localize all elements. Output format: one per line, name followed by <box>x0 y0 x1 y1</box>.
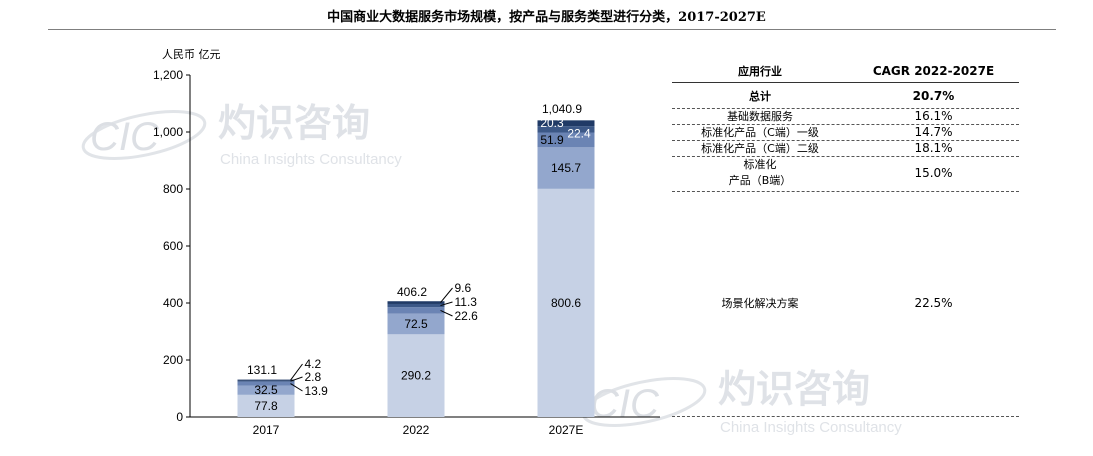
total-label: 131.1 <box>247 363 277 377</box>
bar-segment <box>387 307 445 314</box>
table-divider <box>672 140 1019 141</box>
x-tick-label: 2022 <box>403 423 430 437</box>
table-row-label: 基础数据服务 <box>727 110 793 123</box>
table-header-rule <box>672 82 1019 83</box>
data-label: 77.8 <box>254 399 278 413</box>
bar-segment <box>237 381 295 386</box>
table-row-label: 场景化解决方案 <box>721 297 799 310</box>
table-row-label: 标准化产品（C端）一级 <box>701 126 819 139</box>
table-row-value: 20.7% <box>912 89 955 103</box>
y-tick-label: 1,000 <box>153 125 183 139</box>
watermark-top-logo-text: CIC <box>90 115 160 159</box>
total-label: 406.2 <box>397 285 427 299</box>
watermark-top-en: China Insights Consultancy <box>220 151 402 168</box>
table-row: 标准化产品（C端）一级 14.7% <box>672 124 1019 140</box>
table-row-label: 标准化 产品（B端） <box>672 157 848 189</box>
bar-segment <box>537 147 595 189</box>
bar-segment <box>537 120 595 127</box>
watermark-top: CIC 灼识咨询 China Insights Consultancy <box>78 98 423 173</box>
data-label: 22.6 <box>455 309 479 323</box>
table-row-value: 15.0% <box>914 166 953 180</box>
table-row: 标准化 产品（B端） 15.0% <box>672 156 1019 190</box>
watermark-bottom-cn: 灼识咨询 <box>718 369 870 411</box>
x-tick-label: 2017 <box>253 423 280 437</box>
watermark-bottom-en: China Insights Consultancy <box>720 419 902 436</box>
bar-segment <box>237 380 295 382</box>
data-label: 2.8 <box>305 370 322 384</box>
y-tick-label: 200 <box>163 353 183 367</box>
table-header-row: 应用行业 CAGR 2022-2027E <box>672 60 1019 82</box>
bar-segment <box>537 132 595 148</box>
bar-segment <box>237 379 295 381</box>
watermark-top-logo: CIC 灼识咨询 China Insights Consultancy <box>81 103 402 168</box>
table-row-label-line1: 标准化 <box>743 158 777 171</box>
table-header-industry: 应用行业 <box>738 65 782 78</box>
data-label: 72.5 <box>404 317 428 331</box>
data-label: 32.5 <box>254 383 278 397</box>
leader-line <box>290 376 303 382</box>
data-label: 51.9 <box>540 133 564 147</box>
data-label: 20.3 <box>540 116 564 130</box>
y-tick-label: 1,200 <box>153 68 183 82</box>
table-divider <box>672 124 1019 125</box>
leader-line <box>440 287 453 303</box>
bar-segment <box>237 385 295 395</box>
bar-segment <box>387 313 445 335</box>
leader-line <box>440 309 453 317</box>
table-header-cagr: CAGR 2022-2027E <box>872 64 995 78</box>
table-row-value: 14.7% <box>914 125 953 139</box>
x-tick-label: 2027E <box>549 423 584 437</box>
bar-segment <box>237 394 295 417</box>
data-label: 800.6 <box>551 296 581 310</box>
data-label: 13.9 <box>305 384 329 398</box>
table-row-value: 16.1% <box>914 109 953 123</box>
table-divider <box>672 108 1019 109</box>
data-label: 9.6 <box>455 281 472 295</box>
data-label: 11.3 <box>455 295 478 309</box>
cagr-table: 应用行业 CAGR 2022-2027E 总计 20.7% 基础数据服务 16.… <box>672 60 1019 420</box>
chart-title: 中国商业大数据服务市场规模，按产品与服务类型进行分类，2017-2027E <box>327 10 766 25</box>
watermark-top-cn: 灼识咨询 <box>218 103 370 145</box>
y-tick-label: 600 <box>163 239 183 253</box>
unit-label: 人民币 亿元 <box>162 48 221 61</box>
table-row-label-line2: 产品（B端） <box>728 174 792 187</box>
y-tick-label: 800 <box>163 182 183 196</box>
title-divider <box>48 29 1056 30</box>
table-row-value: 18.1% <box>914 141 953 155</box>
bar-segment <box>387 334 445 417</box>
table-row-label: 标准化产品（C端）二级 <box>701 142 819 155</box>
total-label: 1,040.9 <box>542 102 582 116</box>
table-row: 场景化解决方案 22.5% <box>672 293 1019 313</box>
leader-line <box>440 301 453 307</box>
watermark-bottom-logo-text: CIC <box>590 382 660 426</box>
data-label: 22.4 <box>567 126 591 140</box>
table-row: 基础数据服务 16.1% <box>672 108 1019 124</box>
table-row: 标准化产品（C端）二级 18.1% <box>672 140 1019 156</box>
table-divider <box>672 156 1019 157</box>
leader-line <box>290 363 303 381</box>
y-tick-label: 0 <box>176 410 183 424</box>
table-row-total: 总计 20.7% <box>672 86 1019 106</box>
data-label: 4.2 <box>305 357 322 371</box>
data-label: 290.2 <box>401 369 431 383</box>
bar-segment <box>387 303 445 308</box>
table-divider <box>672 191 1019 192</box>
table-divider <box>672 416 1019 417</box>
table-row-value: 22.5% <box>914 296 953 310</box>
bar-segment <box>387 301 445 304</box>
table-row-label: 总计 <box>749 90 771 103</box>
bar-segment <box>537 188 595 417</box>
leader-line <box>290 383 303 392</box>
y-tick-label: 400 <box>163 296 183 310</box>
data-label: 145.7 <box>551 161 581 175</box>
bar-segment <box>537 126 595 133</box>
